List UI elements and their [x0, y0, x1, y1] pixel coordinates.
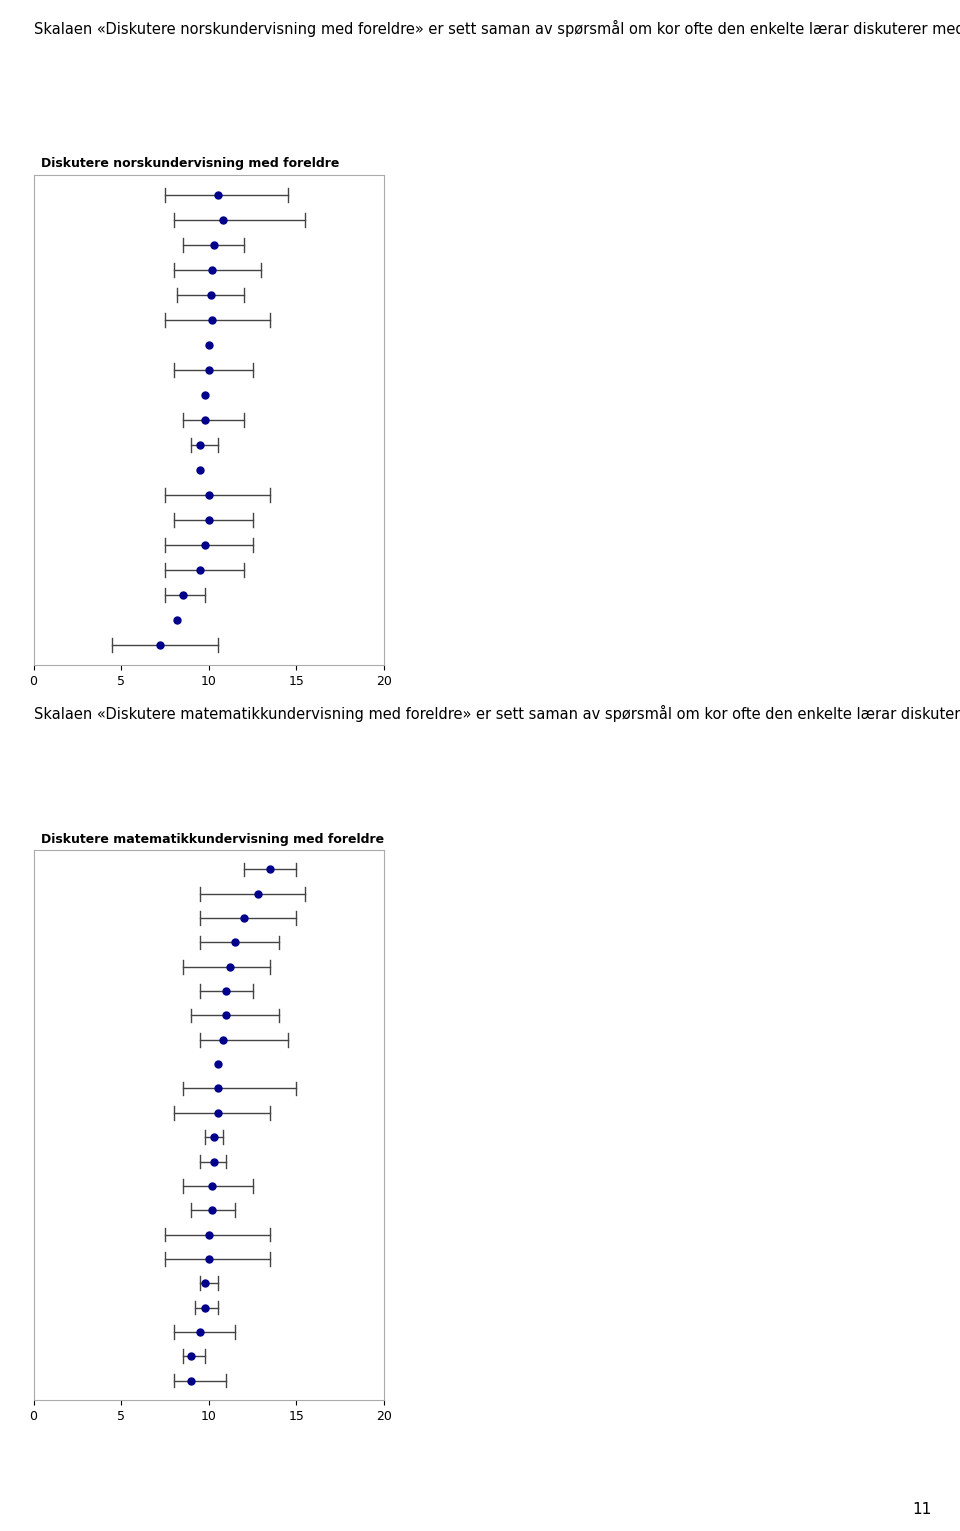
Point — [206, 1125, 222, 1150]
Point — [201, 358, 216, 383]
Text: Skalaen «Diskutere norskundervisning med foreldre» er sett saman av spørsmål om : Skalaen «Diskutere norskundervisning med… — [34, 20, 960, 37]
Point — [262, 857, 277, 882]
Point — [192, 433, 207, 458]
Point — [198, 1295, 213, 1320]
Point — [192, 1320, 207, 1344]
Point — [210, 1052, 226, 1076]
Point — [204, 1197, 220, 1222]
Point — [175, 583, 190, 608]
Text: Skalaen «Diskutere matematikkundervisning med foreldre» er sett saman av spørsmå: Skalaen «Diskutere matematikkundervisnin… — [34, 704, 960, 723]
Point — [183, 1369, 199, 1393]
Point — [222, 954, 237, 978]
Point — [204, 257, 220, 282]
Point — [203, 283, 218, 308]
Point — [192, 458, 207, 482]
Point — [201, 482, 216, 507]
Point — [198, 1271, 213, 1295]
Point — [219, 978, 234, 1003]
Point — [201, 332, 216, 357]
Text: 11: 11 — [912, 1502, 931, 1517]
Point — [198, 407, 213, 432]
Point — [198, 383, 213, 407]
Point — [215, 1027, 230, 1052]
Point — [204, 308, 220, 332]
Point — [206, 1150, 222, 1174]
Point — [204, 1174, 220, 1199]
Point — [251, 882, 266, 906]
Point — [198, 533, 213, 557]
Point — [206, 233, 222, 257]
Point — [192, 557, 207, 582]
Point — [201, 1246, 216, 1271]
Text: Diskutere norskundervisning med foreldre: Diskutere norskundervisning med foreldre — [40, 158, 339, 170]
Point — [236, 906, 252, 931]
Point — [219, 1003, 234, 1027]
Point — [170, 608, 185, 632]
Point — [210, 182, 226, 207]
Point — [183, 1344, 199, 1369]
Point — [152, 632, 167, 657]
Point — [210, 1101, 226, 1125]
Point — [201, 508, 216, 533]
Text: Diskutere matematikkundervisning med foreldre: Diskutere matematikkundervisning med for… — [40, 833, 384, 845]
Point — [228, 931, 243, 955]
Point — [201, 1222, 216, 1246]
Point — [210, 1076, 226, 1101]
Point — [215, 208, 230, 233]
